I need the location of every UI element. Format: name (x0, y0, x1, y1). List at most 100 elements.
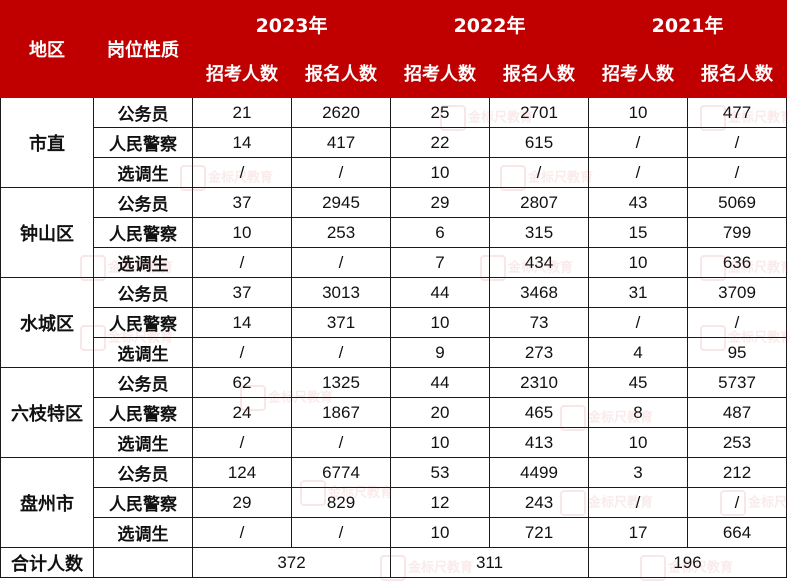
total-value-cell: 372 (191, 547, 392, 578)
post-type-cell: 公务员 (93, 457, 193, 488)
value-cell: 417 (290, 127, 392, 158)
value-cell: / (290, 517, 392, 548)
table-row: 选调生 //10// / (1, 157, 788, 188)
region-cell: 钟山区 (0, 187, 94, 278)
value-cell: / (192, 427, 292, 458)
header-year-2021: 2021年 (588, 0, 788, 49)
header-region: 地区 (0, 0, 94, 98)
value-cell: 10 (588, 247, 689, 278)
post-type-cell: 选调生 (93, 247, 193, 278)
value-cell: / (588, 307, 689, 338)
region-cell: 水城区 (0, 277, 94, 368)
table-row: 选调生 //10 413 10 253 (1, 427, 788, 458)
header-year-2023: 2023年 (191, 0, 392, 49)
value-cell: 62 (192, 367, 292, 398)
value-cell: / (290, 427, 392, 458)
value-cell: 3468 (489, 277, 590, 308)
value-cell: 5069 (687, 187, 788, 218)
post-type-cell: 选调生 (93, 337, 193, 368)
value-cell: / (588, 127, 689, 158)
total-empty-cell (93, 547, 193, 578)
value-cell: 799 (687, 217, 788, 248)
value-cell: / (687, 127, 788, 158)
table-row: 人民警察 29 829 12 243// (1, 487, 788, 518)
value-cell: 664 (687, 517, 788, 548)
post-type-cell: 公务员 (93, 367, 193, 398)
value-cell: 10 (588, 427, 689, 458)
value-cell: 10 (390, 427, 491, 458)
value-cell: / (687, 307, 788, 338)
value-cell: 273 (489, 337, 590, 368)
post-type-cell: 人民警察 (93, 397, 193, 428)
table-body: 市直 公务员 21 2620 25 2701 10 477 人民警察 14 417 22 615// 选调… (0, 97, 788, 578)
value-cell: / (290, 157, 392, 188)
header-sub: 招考人数 (192, 48, 292, 98)
post-type-cell: 公务员 (93, 187, 193, 218)
value-cell: 7 (390, 247, 491, 278)
value-cell: 829 (290, 487, 392, 518)
header-year-2022: 2022年 (390, 0, 590, 49)
value-cell: 44 (390, 367, 491, 398)
table-row: 选调生 //10 721 17 664 (1, 517, 788, 548)
header-sub: 报名人数 (489, 48, 590, 98)
value-cell: 477 (687, 97, 788, 128)
value-cell: 31 (588, 277, 689, 308)
value-cell: / (687, 157, 788, 188)
value-cell: 21 (192, 97, 292, 128)
value-cell: 2620 (290, 97, 392, 128)
header-sub: 招考人数 (588, 48, 689, 98)
post-type-cell: 选调生 (93, 157, 193, 188)
value-cell: 73 (489, 307, 590, 338)
value-cell: 243 (489, 487, 590, 518)
value-cell: 44 (390, 277, 491, 308)
value-cell: 253 (687, 427, 788, 458)
value-cell: 22 (390, 127, 491, 158)
total-value-cell: 196 (588, 547, 788, 578)
value-cell: 10 (390, 307, 491, 338)
value-cell: 25 (390, 97, 491, 128)
value-cell: 1325 (290, 367, 392, 398)
value-cell: / (192, 337, 292, 368)
value-cell: / (192, 157, 292, 188)
header-sub: 报名人数 (687, 48, 788, 98)
value-cell: 615 (489, 127, 590, 158)
value-cell: / (489, 157, 590, 188)
value-cell: 124 (192, 457, 292, 488)
value-cell: 15 (588, 217, 689, 248)
value-cell: 4 (588, 337, 689, 368)
value-cell: / (687, 487, 788, 518)
value-cell: 10 (192, 217, 292, 248)
value-cell: 487 (687, 397, 788, 428)
value-cell: 1867 (290, 397, 392, 428)
post-type-cell: 人民警察 (93, 487, 193, 518)
value-cell: 3709 (687, 277, 788, 308)
value-cell: 8 (588, 397, 689, 428)
total-row: 合计人数 372 311 196 (0, 547, 788, 578)
header-sub: 招考人数 (390, 48, 491, 98)
region-cell: 盘州市 (0, 457, 94, 548)
table-row: 水城区 公务员 37 3013 44 3468 31 3709 (0, 277, 788, 368)
value-cell: / (290, 247, 392, 278)
value-cell: 10 (390, 517, 491, 548)
value-cell: 37 (192, 277, 292, 308)
region-cell: 市直 (0, 97, 94, 188)
value-cell: 465 (489, 397, 590, 428)
value-cell: 12 (390, 487, 491, 518)
post-type-cell: 人民警察 (93, 307, 193, 338)
region-cell: 六枝特区 (0, 367, 94, 458)
value-cell: 212 (687, 457, 788, 488)
value-cell: 6 (390, 217, 491, 248)
value-cell: 20 (390, 397, 491, 428)
value-cell: 253 (290, 217, 392, 248)
post-type-cell: 选调生 (93, 517, 193, 548)
table-header: 地区 岗位性质 2023年 2022年 2021年 招考人数 报名人数 招考人数… (0, 0, 788, 98)
value-cell: 45 (588, 367, 689, 398)
value-cell: 10 (588, 97, 689, 128)
value-cell: 37 (192, 187, 292, 218)
table-row: 选调生 //9 273 4 95 (1, 337, 788, 368)
header-post-type: 岗位性质 (93, 0, 193, 98)
table-row: 盘州市 公务员 124 6774 53 4499 3 212 (0, 457, 788, 548)
value-cell: 2701 (489, 97, 590, 128)
value-cell: 9 (390, 337, 491, 368)
